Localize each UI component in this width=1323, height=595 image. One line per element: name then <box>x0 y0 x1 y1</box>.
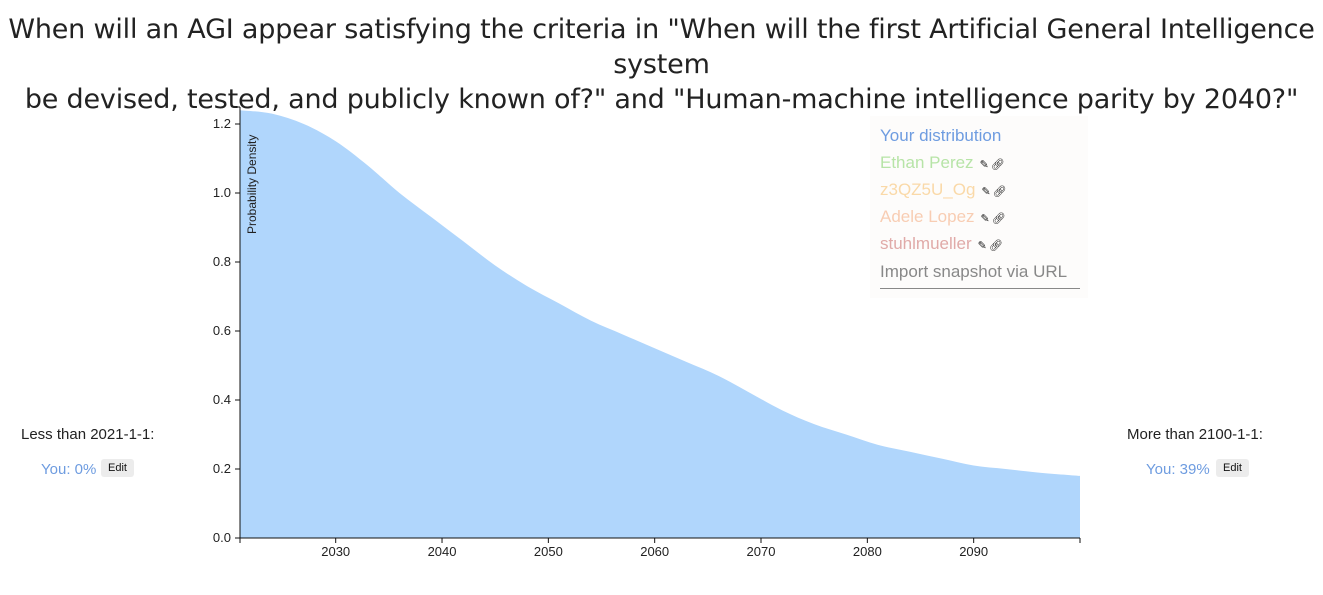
x-tick-label: 2050 <box>534 544 563 559</box>
density-area <box>240 110 1080 538</box>
legend-label: stuhlmueller <box>880 234 972 253</box>
y-tick-label: 0.0 <box>213 530 231 545</box>
y-tick-label: 1.2 <box>213 116 231 131</box>
pencil-icon[interactable]: ✎ <box>979 159 989 171</box>
title-line-1: When will an AGI appear satisfying the c… <box>8 14 1315 80</box>
link-icon[interactable]: 🔗︎ <box>992 186 1007 198</box>
y-axis-label: Probability Density <box>245 135 259 234</box>
y-tick-label: 0.4 <box>213 392 231 407</box>
x-tick-label: 2030 <box>321 544 350 559</box>
legend-item-stuhlmueller[interactable]: stuhlmueller ✎ 🔗︎ <box>880 234 1003 256</box>
left-tail-value: You: 0% <box>41 461 97 478</box>
link-icon[interactable]: 🔗︎ <box>990 159 1005 171</box>
pencil-icon[interactable]: ✎ <box>981 186 991 198</box>
x-tick-label: 2040 <box>428 544 457 559</box>
link-icon[interactable]: 🔗︎ <box>991 213 1006 225</box>
legend: Your distribution Ethan Perez ✎ 🔗︎ z3QZ5U_… <box>870 116 1088 298</box>
legend-item-z3qz5u-og[interactable]: z3QZ5U_Og ✎ 🔗︎ <box>880 180 1007 202</box>
x-tick-label: 2080 <box>853 544 882 559</box>
right-tail-value: You: 39% <box>1146 461 1210 478</box>
legend-label: Adele Lopez <box>880 207 975 226</box>
chart-title: When will an AGI appear satisfying the c… <box>0 12 1323 117</box>
right-tail-edit-button[interactable]: Edit <box>1216 459 1249 477</box>
legend-label: Your distribution <box>880 126 1002 145</box>
pencil-icon[interactable]: ✎ <box>980 213 990 225</box>
left-tail-label: Less than 2021-1-1: <box>21 426 155 443</box>
import-snapshot-link[interactable]: Import snapshot via URL <box>880 262 1080 289</box>
legend-item-adele-lopez[interactable]: Adele Lopez ✎ 🔗︎ <box>880 207 1006 229</box>
legend-item-ethan-perez[interactable]: Ethan Perez ✎ 🔗︎ <box>880 153 1005 175</box>
x-tick-label: 2060 <box>640 544 669 559</box>
legend-label: Ethan Perez <box>880 153 974 172</box>
pencil-icon[interactable]: ✎ <box>977 240 987 252</box>
x-tick-label: 2070 <box>747 544 776 559</box>
legend-label: z3QZ5U_Og <box>880 180 976 199</box>
link-icon[interactable]: 🔗︎ <box>988 240 1003 252</box>
title-line-2: be devised, tested, and publicly known o… <box>24 84 1299 115</box>
left-tail-edit-button[interactable]: Edit <box>101 459 134 477</box>
y-tick-label: 1.0 <box>213 185 231 200</box>
y-tick-label: 0.8 <box>213 254 231 269</box>
x-tick-label: 2090 <box>959 544 988 559</box>
legend-item-your-distribution[interactable]: Your distribution <box>880 126 1001 148</box>
y-tick-label: 0.2 <box>213 461 231 476</box>
right-tail-label: More than 2100-1-1: <box>1127 426 1263 443</box>
y-tick-label: 0.6 <box>213 323 231 338</box>
